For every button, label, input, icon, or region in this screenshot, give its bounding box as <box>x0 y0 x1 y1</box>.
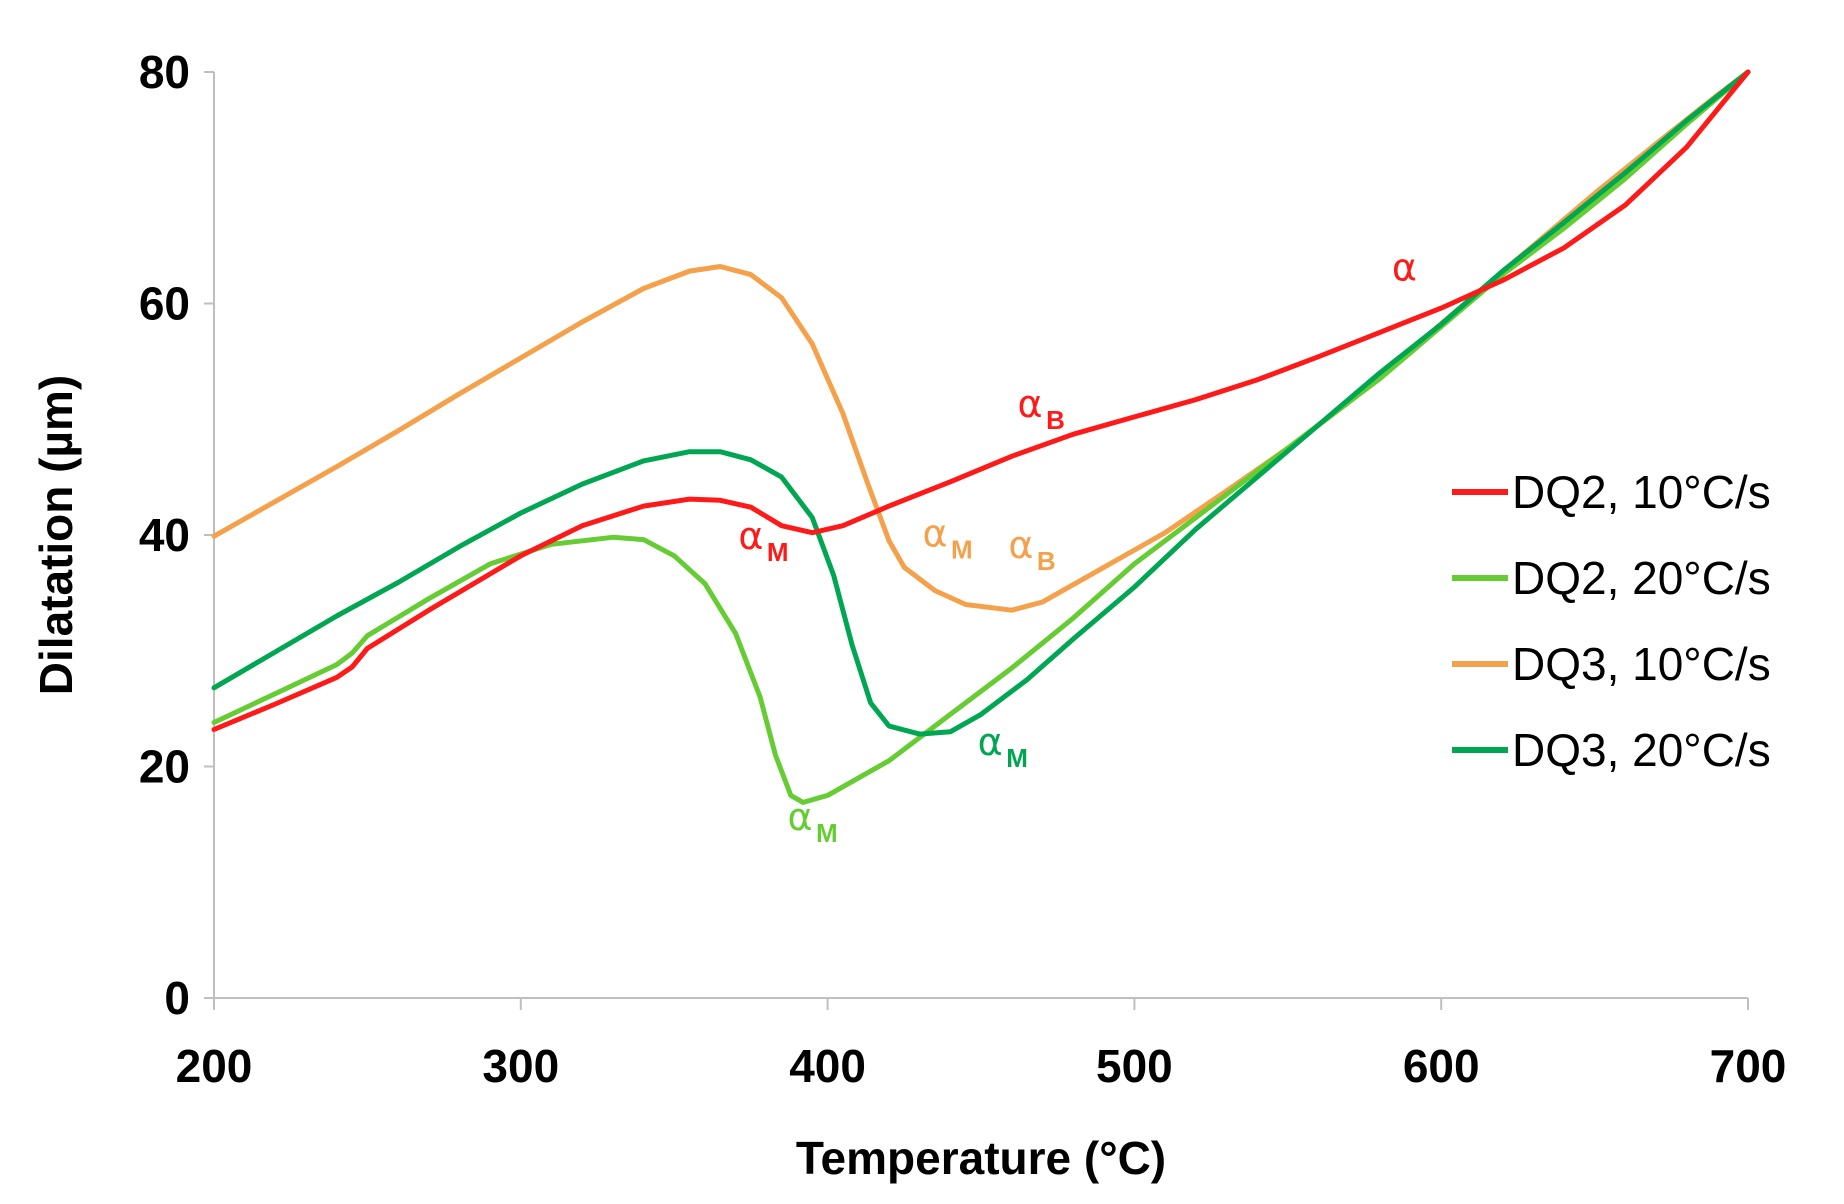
x-tick-label: 300 <box>482 1040 559 1092</box>
series-line-dq2-20-c-s <box>211 69 1751 805</box>
series-line-dq3-10-c-s <box>211 69 1751 613</box>
legend-item: DQ2, 20°C/s <box>1452 552 1771 604</box>
annotation-alpha: α <box>1008 523 1033 567</box>
y-tick-label: 40 <box>139 509 190 561</box>
series-line-dq2-10-c-s <box>211 69 1751 732</box>
annotation-alpha: α <box>738 514 763 558</box>
y-tick-label: 0 <box>164 972 190 1024</box>
x-ticks: 200 300 400 500 600 700 <box>176 998 1787 1092</box>
series-line-dq3-20-c-s <box>211 69 1751 737</box>
phase-annotation: α <box>1392 245 1417 289</box>
annotation-subscript: M <box>767 537 789 567</box>
y-tick-label: 60 <box>139 278 190 330</box>
annotation-alpha: α <box>1392 245 1417 289</box>
legend-item: DQ2, 10°C/s <box>1452 466 1771 518</box>
annotation-subscript: M <box>816 818 838 848</box>
annotation-alpha: α <box>1018 382 1043 426</box>
axes: 0 20 40 60 80 200 300 400 500 600 700 Temperature… <box>30 46 1786 1184</box>
legend-label: DQ2, 10°C/s <box>1512 466 1771 518</box>
legend-label: DQ3, 20°C/s <box>1512 724 1771 776</box>
y-tick-label: 20 <box>139 741 190 793</box>
y-tick-label: 80 <box>139 46 190 98</box>
x-tick-label: 600 <box>1403 1040 1480 1092</box>
x-tick-label: 400 <box>789 1040 866 1092</box>
y-ticks: 0 20 40 60 80 <box>139 46 214 1024</box>
x-tick-label: 200 <box>176 1040 253 1092</box>
annotation-subscript: M <box>1006 743 1028 773</box>
series-layer <box>211 69 1751 805</box>
x-axis-label: Temperature (°C) <box>796 1132 1166 1184</box>
annotation-subscript: M <box>951 535 973 565</box>
legend: DQ2, 10°C/s DQ2, 20°C/s DQ3, 10°C/s DQ3, 20… <box>1452 466 1771 776</box>
annotation-subscript: B <box>1046 405 1065 435</box>
x-tick-label: 500 <box>1096 1040 1173 1092</box>
annotation-subscript: B <box>1037 546 1056 576</box>
annotation-alpha: α <box>978 720 1003 764</box>
annotation-alpha: α <box>787 795 812 839</box>
legend-label: DQ2, 20°C/s <box>1512 552 1771 604</box>
x-tick-label: 700 <box>1710 1040 1787 1092</box>
y-axis-label: Dilatation (µm) <box>30 375 82 695</box>
legend-item: DQ3, 20°C/s <box>1452 724 1771 776</box>
legend-item: DQ3, 10°C/s <box>1452 638 1771 690</box>
legend-label: DQ3, 10°C/s <box>1512 638 1771 690</box>
annotation-alpha: α <box>922 512 947 556</box>
